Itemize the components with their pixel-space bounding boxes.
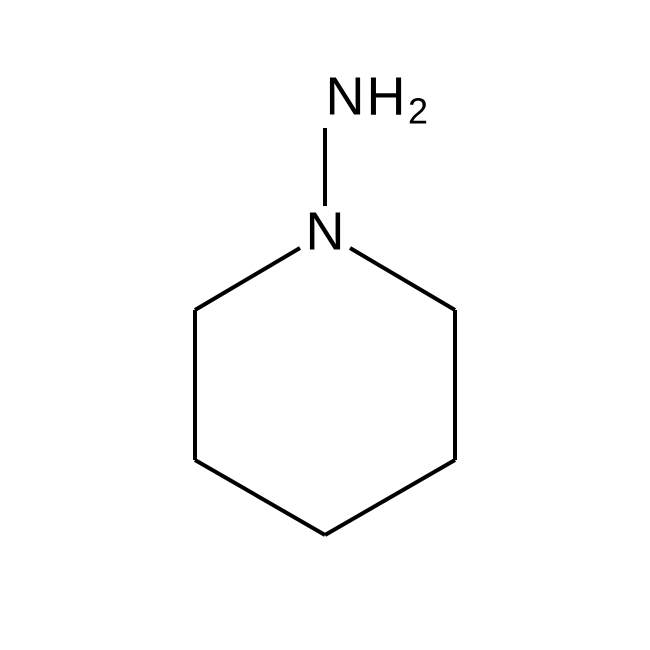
ring [195, 248, 455, 535]
amine-N: N [326, 66, 365, 126]
ring-nitrogen-label: N [306, 201, 345, 261]
molecule-diagram: N N H 2 [0, 0, 650, 650]
amine-H: H [367, 66, 406, 126]
amine-H-subscript: 2 [408, 91, 428, 132]
amine-group-label: N H 2 [326, 66, 429, 131]
